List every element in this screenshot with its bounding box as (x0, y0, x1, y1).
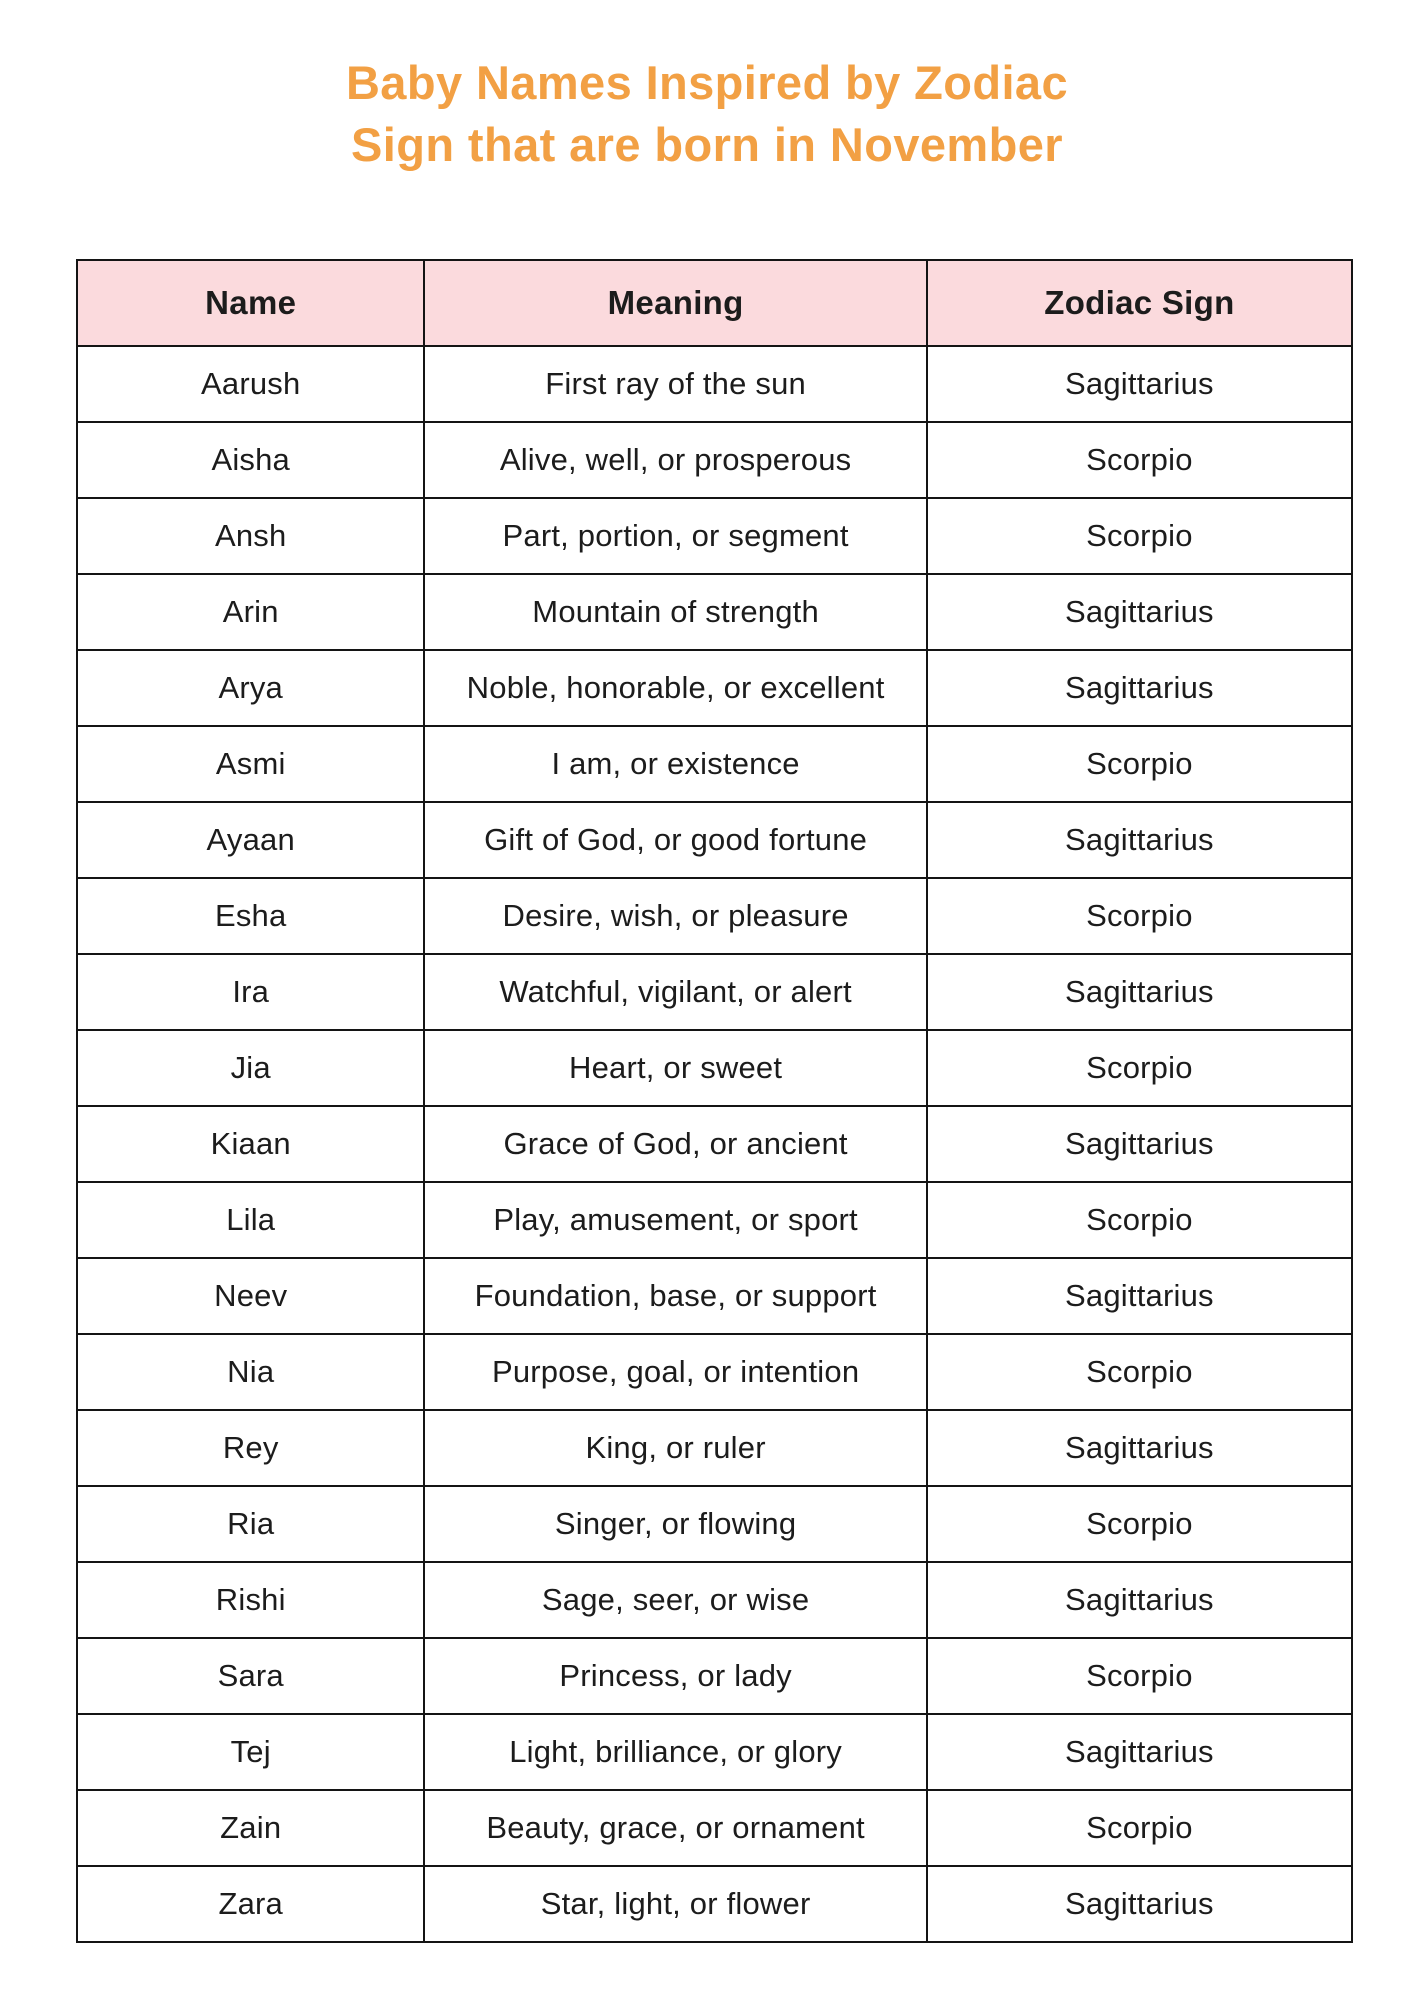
table-row: Ansh Part, portion, or segment Scorpio (75, 497, 1354, 575)
name-cell: Sara (75, 1637, 426, 1715)
table-row: Neev Foundation, base, or support Sagittar… (75, 1257, 1354, 1335)
name-cell: Nia (75, 1333, 426, 1411)
name-cell: Zain (75, 1789, 426, 1867)
zodiac-sign-cell: Sagittarius (925, 953, 1354, 1031)
meaning-cell: Noble, honorable, or excellent (423, 649, 928, 727)
name-cell: Aarush (75, 345, 426, 423)
meaning-cell: Beauty, grace, or ornament (423, 1789, 928, 1867)
zodiac-sign-cell: Scorpio (925, 725, 1354, 803)
table-row: Arya Noble, honorable, or excellent Sagitt… (75, 649, 1354, 727)
meaning-cell: Part, portion, or segment (423, 497, 928, 575)
name-cell: Arin (75, 573, 426, 651)
zodiac-sign-cell: Sagittarius (925, 345, 1354, 423)
page-title-line-2: Sign that are born in November (351, 118, 1063, 171)
table-row: Lila Play, amusement, or sport Scorpio (75, 1181, 1354, 1259)
zodiac-sign-cell: Sagittarius (925, 573, 1354, 651)
zodiac-sign-cell: Scorpio (925, 1029, 1354, 1107)
zodiac-sign-cell: Sagittarius (925, 801, 1354, 879)
zodiac-sign-cell: Scorpio (925, 1789, 1354, 1867)
zodiac-sign-cell: Scorpio (925, 497, 1354, 575)
table-row: Kiaan Grace of God, or ancient Sagittarius (75, 1105, 1354, 1183)
zodiac-sign-cell: Sagittarius (925, 1561, 1354, 1639)
name-cell: Arya (75, 649, 426, 727)
meaning-cell: Watchful, vigilant, or alert (423, 953, 928, 1031)
table-row: Rishi Sage, seer, or wise Sagittarius (75, 1561, 1354, 1639)
name-cell: Tej (75, 1713, 426, 1791)
name-cell: Jia (75, 1029, 426, 1107)
name-cell: Ayaan (75, 801, 426, 879)
zodiac-sign-cell: Scorpio (925, 421, 1354, 499)
meaning-cell: Alive, well, or prosperous (423, 421, 928, 499)
meaning-cell: Foundation, base, or support (423, 1257, 928, 1335)
name-cell: Ria (75, 1485, 426, 1563)
meaning-cell: I am, or existence (423, 725, 928, 803)
table-row: Aarush First ray of the sun Sagittarius (75, 345, 1354, 423)
zodiac-sign-cell: Scorpio (925, 1181, 1354, 1259)
meaning-cell: Mountain of strength (423, 573, 928, 651)
zodiac-sign-cell: Scorpio (925, 1637, 1354, 1715)
table-row: Esha Desire, wish, or pleasure Scorpio (75, 877, 1354, 955)
table-row: Sara Princess, or lady Scorpio (75, 1637, 1354, 1715)
meaning-cell: Singer, or flowing (423, 1485, 928, 1563)
name-cell: Ansh (75, 497, 426, 575)
meaning-cell: Play, amusement, or sport (423, 1181, 928, 1259)
header-cell-meaning: Meaning (423, 259, 928, 347)
table-row: Rey King, or ruler Sagittarius (75, 1409, 1354, 1487)
meaning-cell: Sage, seer, or wise (423, 1561, 928, 1639)
zodiac-sign-cell: Sagittarius (925, 1105, 1354, 1183)
meaning-cell: Gift of God, or good fortune (423, 801, 928, 879)
meaning-cell: Light, brilliance, or glory (423, 1713, 928, 1791)
table-row: Tej Light, brilliance, or glory Sagittariu… (75, 1713, 1354, 1791)
meaning-cell: Star, light, or flower (423, 1865, 928, 1943)
name-cell: Asmi (75, 725, 426, 803)
table-row: Arin Mountain of strength Sagittarius (75, 573, 1354, 651)
zodiac-sign-cell: Scorpio (925, 1485, 1354, 1563)
table-header-row: Name Meaning Zodiac Sign (75, 259, 1354, 347)
meaning-cell: Purpose, goal, or intention (423, 1333, 928, 1411)
table-row: Zara Star, light, or flower Sagittarius (75, 1865, 1354, 1943)
meaning-cell: Heart, or sweet (423, 1029, 928, 1107)
table-row: Ayaan Gift of God, or good fortune Sagitta… (75, 801, 1354, 879)
table-row: Aisha Alive, well, or prosperous Scorpio (75, 421, 1354, 499)
zodiac-sign-cell: Scorpio (925, 1333, 1354, 1411)
name-cell: Lila (75, 1181, 426, 1259)
table-row: Ria Singer, or flowing Scorpio (75, 1485, 1354, 1563)
baby-names-table: Name Meaning Zodiac Sign Aarush First ray… (75, 259, 1354, 1943)
header-cell-name: Name (75, 259, 426, 347)
table-row: Nia Purpose, goal, or intention Scorpio (75, 1333, 1354, 1411)
page-title-line-1: Baby Names Inspired by Zodiac (345, 56, 1069, 109)
name-cell: Kiaan (75, 1105, 426, 1183)
header-cell-zodiac-sign: Zodiac Sign (925, 259, 1354, 347)
name-cell: Neev (75, 1257, 426, 1335)
zodiac-sign-cell: Sagittarius (925, 1713, 1354, 1791)
table-row: Zain Beauty, grace, or ornament Scorpio (75, 1789, 1354, 1867)
table-row: Ira Watchful, vigilant, or alert Sagittari… (75, 953, 1354, 1031)
zodiac-sign-cell: Sagittarius (925, 1257, 1354, 1335)
name-cell: Esha (75, 877, 426, 955)
zodiac-sign-cell: Sagittarius (925, 1409, 1354, 1487)
name-cell: Rey (75, 1409, 426, 1487)
meaning-cell: First ray of the sun (423, 345, 928, 423)
zodiac-sign-cell: Sagittarius (925, 649, 1354, 727)
meaning-cell: Princess, or lady (423, 1637, 928, 1715)
page-title: Baby Names Inspired by Zodiac Sign that … (0, 52, 1414, 176)
name-cell: Aisha (75, 421, 426, 499)
name-cell: Rishi (75, 1561, 426, 1639)
table-row: Asmi I am, or existence Scorpio (75, 725, 1354, 803)
meaning-cell: Grace of God, or ancient (423, 1105, 928, 1183)
meaning-cell: Desire, wish, or pleasure (423, 877, 928, 955)
name-cell: Ira (75, 953, 426, 1031)
zodiac-sign-cell: Scorpio (925, 877, 1354, 955)
name-cell: Zara (75, 1865, 426, 1943)
table-body: Aarush First ray of the sun Sagittarius Ais… (75, 345, 1354, 1943)
zodiac-sign-cell: Sagittarius (925, 1865, 1354, 1943)
meaning-cell: King, or ruler (423, 1409, 928, 1487)
table-header: Name Meaning Zodiac Sign (75, 259, 1354, 347)
table-row: Jia Heart, or sweet Scorpio (75, 1029, 1354, 1107)
